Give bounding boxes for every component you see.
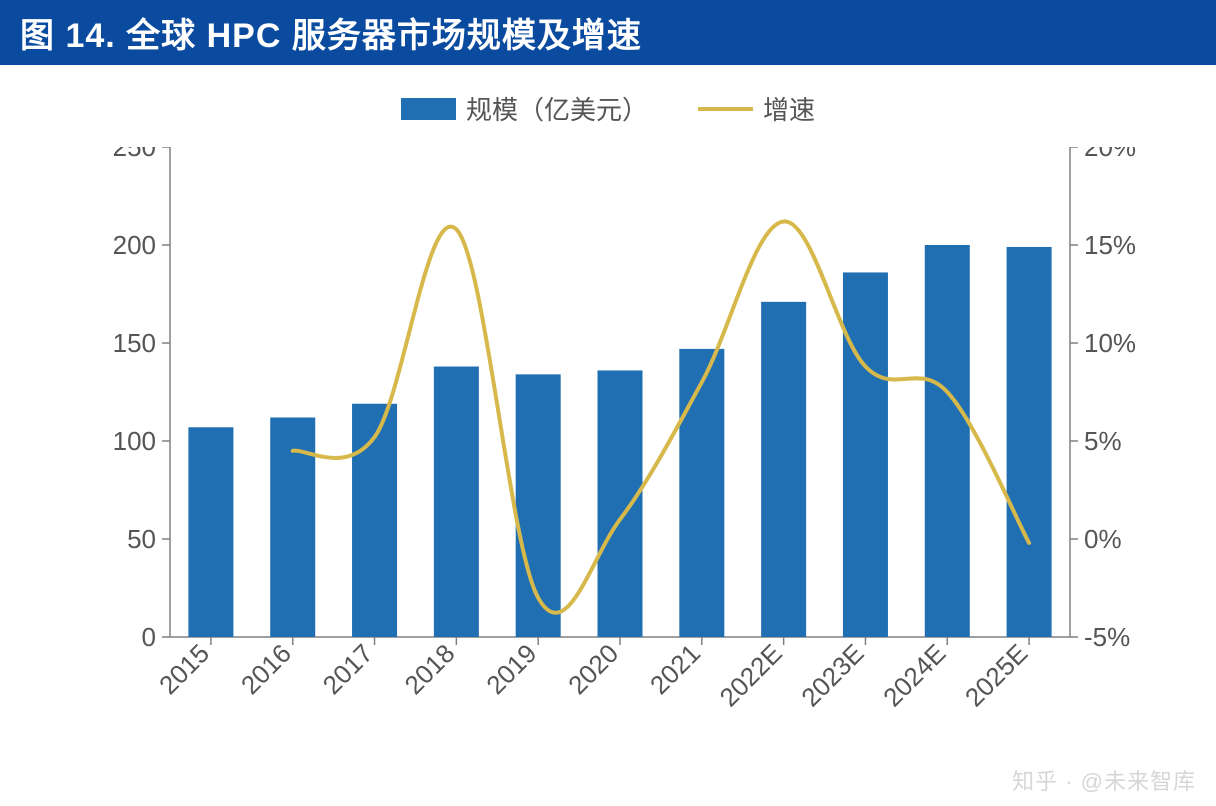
legend-bar-swatch — [401, 98, 456, 120]
bar — [761, 302, 806, 637]
chart-area: 0 50 100 150 200 250 -5% 0% 5% 10% 15% 20% 2015 2016 2… — [40, 147, 1176, 767]
x-tick-label: 2025E — [959, 638, 1033, 712]
y-right-tick-label: 15% — [1084, 230, 1136, 260]
bar — [925, 245, 970, 637]
y-right-tick-label: 10% — [1084, 328, 1136, 358]
y-left-tick-label: 100 — [113, 426, 156, 456]
x-tick-label: 2023E — [795, 638, 869, 712]
x-tick-label: 2016 — [235, 638, 297, 700]
x-tick-label: 2019 — [480, 638, 542, 700]
y-left-tick-label: 200 — [113, 230, 156, 260]
bar — [679, 349, 724, 637]
watermark-text: 知乎 · @未来智库 — [1012, 764, 1196, 796]
y-right-tick-label: -5% — [1084, 622, 1130, 652]
x-tick-label: 2015 — [153, 638, 215, 700]
bar — [188, 427, 233, 637]
x-tick-label: 2022E — [714, 638, 788, 712]
y-right-tick-label: 5% — [1084, 426, 1122, 456]
x-tick-label: 2020 — [562, 638, 624, 700]
y-left-tick-label: 150 — [113, 328, 156, 358]
y-right-tick-label: 0% — [1084, 524, 1122, 554]
chart-title-bar: 图 14. 全球 HPC 服务器市场规模及增速 — [0, 0, 1216, 65]
bar — [434, 367, 479, 637]
x-tick-label: 2024E — [877, 638, 951, 712]
y-left-tick-label: 0 — [142, 622, 156, 652]
legend-bar-label: 规模（亿美元） — [466, 90, 648, 127]
chart-title: 图 14. 全球 HPC 服务器市场规模及增速 — [20, 17, 642, 55]
chart-legend: 规模（亿美元） 增速 — [0, 90, 1216, 127]
legend-item-bar: 规模（亿美元） — [401, 90, 648, 127]
legend-line-swatch — [698, 107, 753, 111]
chart-svg: 0 50 100 150 200 250 -5% 0% 5% 10% 15% 20% 2015 2016 2… — [40, 147, 1176, 767]
y-right-tick-label: 20% — [1084, 147, 1136, 162]
growth-line — [293, 221, 1029, 612]
bar — [1007, 247, 1052, 637]
x-tick-label: 2021 — [644, 638, 706, 700]
legend-line-label: 增速 — [763, 90, 815, 127]
x-tick-label: 2017 — [317, 638, 379, 700]
legend-item-line: 增速 — [698, 90, 815, 127]
y-left-tick-label: 250 — [113, 147, 156, 162]
y-left-tick-label: 50 — [127, 524, 156, 554]
bar — [843, 272, 888, 637]
x-tick-label: 2018 — [398, 638, 460, 700]
bar — [598, 370, 643, 637]
